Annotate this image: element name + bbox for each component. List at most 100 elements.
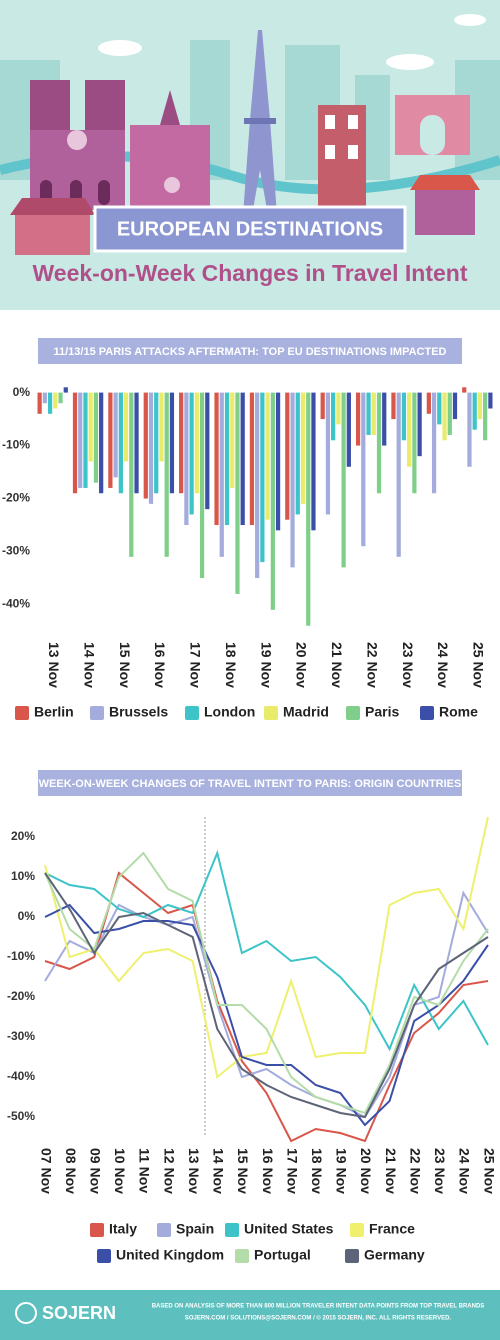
bar	[219, 392, 224, 557]
x-tick-label: 23 Nov	[432, 1148, 448, 1194]
bar	[270, 392, 275, 610]
bar	[118, 392, 123, 494]
bar	[447, 392, 452, 435]
legend-swatch	[345, 1249, 359, 1263]
bar	[366, 392, 371, 435]
x-tick-label: 21 Nov	[329, 642, 345, 688]
legend-swatch	[235, 1249, 249, 1263]
y-tick-label: -10%	[2, 438, 30, 452]
y-tick-label: -20%	[2, 491, 30, 505]
x-tick-label: 15 Nov	[117, 642, 133, 688]
legend-swatch	[15, 706, 29, 720]
bar	[143, 392, 148, 499]
bar	[300, 392, 306, 504]
legend-swatch	[185, 706, 199, 720]
bar	[199, 392, 205, 579]
x-tick-label: 08 Nov	[63, 1148, 79, 1194]
bar	[431, 392, 437, 494]
x-tick-label: 14 Nov	[81, 642, 97, 688]
x-tick-label: 11 Nov	[137, 1148, 153, 1193]
y-tick-label: -30%	[7, 1029, 35, 1043]
x-tick-label: 13 Nov	[186, 1148, 202, 1194]
bar	[382, 392, 387, 446]
bar	[58, 392, 63, 404]
x-tick-label: 18 Nov	[223, 642, 239, 688]
y-tick-label: -20%	[7, 989, 35, 1003]
bar	[78, 392, 83, 488]
legend-label: United States	[244, 1221, 334, 1237]
legend-label: Paris	[365, 704, 399, 720]
bar	[37, 392, 42, 414]
bar	[407, 392, 412, 467]
chart-panel	[0, 310, 500, 755]
bar	[108, 392, 113, 488]
legend-swatch	[90, 1223, 104, 1237]
bar	[214, 392, 219, 526]
bar	[230, 392, 235, 488]
bar	[290, 392, 295, 568]
bar	[275, 392, 281, 531]
bar	[169, 392, 175, 494]
bar	[154, 392, 159, 494]
y-tick-label: -40%	[7, 1069, 35, 1083]
y-tick-label: -50%	[7, 1109, 35, 1123]
bar	[123, 392, 129, 462]
bar	[265, 392, 270, 520]
line-series	[44, 816, 489, 1079]
bar	[320, 392, 325, 420]
bar	[159, 392, 164, 462]
x-tick-label: 20 Nov	[294, 642, 310, 688]
bar	[72, 392, 78, 494]
bar	[285, 392, 290, 520]
y-tick-label: -40%	[2, 597, 30, 611]
x-tick-label: 13 Nov	[46, 642, 62, 688]
legend-label: Madrid	[283, 704, 329, 720]
x-tick-label: 19 Nov	[334, 1148, 350, 1194]
x-tick-label: 18 Nov	[309, 1148, 325, 1194]
x-tick-label: 22 Nov	[364, 642, 380, 688]
legend-label: Rome	[439, 704, 478, 720]
line-series	[44, 849, 489, 1052]
y-tick-label: 10%	[11, 869, 35, 883]
header-subtitle: Week-on-Week Changes in Travel Intent	[33, 260, 468, 286]
legend-label: Berlin	[34, 704, 74, 720]
x-tick-label: 19 Nov	[258, 642, 274, 688]
legend-swatch	[225, 1223, 239, 1237]
legend-label: Portugal	[254, 1247, 311, 1263]
x-tick-label: 22 Nov	[407, 1148, 423, 1194]
bar	[224, 392, 230, 526]
x-tick-label: 17 Nov	[188, 642, 204, 688]
legend-label: Italy	[109, 1221, 137, 1237]
bar	[376, 392, 382, 494]
x-tick-label: 16 Nov	[260, 1148, 276, 1194]
y-tick-label: 20%	[11, 829, 35, 843]
y-tick-label: 0%	[13, 385, 31, 399]
footer-contact: SOJERN.COM / SOLUTIONS@SOJERN.COM / © 20…	[185, 1315, 452, 1322]
x-tick-label: 23 Nov	[400, 642, 416, 688]
bar	[426, 392, 431, 414]
bar	[53, 392, 58, 409]
y-tick-label: -10%	[7, 949, 35, 963]
chart-title-banner	[38, 338, 462, 364]
y-tick-label: 0%	[18, 909, 36, 923]
chart-title: 11/13/15 PARIS ATTACKS AFTERMATH: TOP EU…	[54, 346, 447, 358]
x-tick-label: 25 Nov	[481, 1148, 497, 1194]
bar	[295, 392, 300, 515]
bar	[361, 392, 366, 547]
bar	[355, 392, 361, 446]
bar	[205, 392, 210, 510]
bar	[134, 392, 139, 494]
bar	[462, 387, 467, 393]
x-tick-label: 17 Nov	[284, 1148, 300, 1194]
bar	[83, 392, 88, 488]
bar	[99, 392, 104, 494]
x-tick-label: 16 Nov	[152, 642, 168, 688]
chart-title-banner	[38, 770, 462, 796]
chart-panel	[0, 755, 500, 1290]
bar	[306, 392, 311, 626]
legend-swatch	[420, 706, 434, 720]
bar	[472, 392, 477, 430]
bar	[488, 392, 493, 409]
bar	[336, 392, 341, 425]
legend-label: Brussels	[109, 704, 168, 720]
